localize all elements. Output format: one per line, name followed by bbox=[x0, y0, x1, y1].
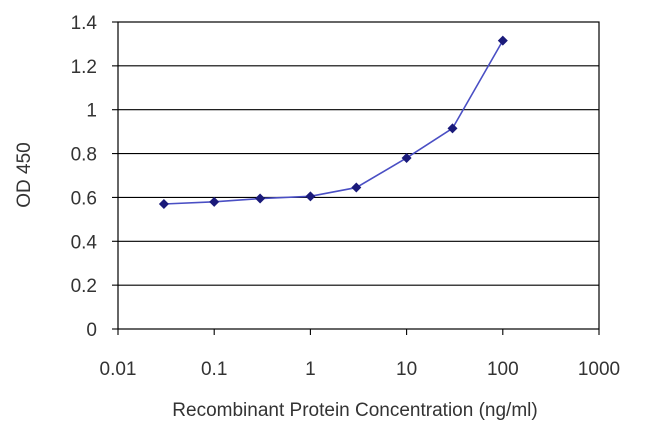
x-axis-title: Recombinant Protein Concentration (ng/ml… bbox=[172, 400, 537, 421]
data-point bbox=[305, 191, 316, 202]
x-tick-label: 100 bbox=[487, 359, 519, 380]
y-tick-label: 0.2 bbox=[71, 276, 97, 297]
data-points bbox=[158, 35, 508, 210]
y-axis-title: OD 450 bbox=[14, 142, 35, 207]
series-line bbox=[163, 40, 504, 205]
data-point bbox=[447, 123, 458, 134]
data-point bbox=[209, 196, 220, 207]
data-point bbox=[158, 199, 169, 210]
x-axis-ticks: 0.01 0.1 1 10 100 1000 bbox=[100, 329, 620, 380]
data-point bbox=[255, 193, 266, 204]
y-tick-label: 1 bbox=[86, 101, 97, 122]
y-tick-label: 0.8 bbox=[71, 145, 97, 166]
x-tick-label: 0.1 bbox=[201, 359, 227, 380]
y-tick-label: 0.6 bbox=[71, 188, 97, 209]
y-tick-label: 0.4 bbox=[71, 232, 98, 253]
data-point bbox=[351, 182, 362, 193]
x-tick-label: 1000 bbox=[578, 359, 620, 380]
x-tick-label: 10 bbox=[396, 359, 417, 380]
y-tick-label: 1.2 bbox=[71, 57, 97, 78]
grid-layer bbox=[118, 65, 599, 286]
plot-frame bbox=[117, 21, 600, 330]
y-axis-ticks: 0 0.2 0.4 0.6 0.8 1 1.2 1.4 bbox=[71, 13, 118, 341]
data-point bbox=[401, 152, 412, 163]
x-tick-label: 0.01 bbox=[100, 359, 137, 380]
data-point bbox=[497, 35, 508, 46]
y-tick-label: 1.4 bbox=[71, 13, 98, 34]
x-tick-label: 1 bbox=[305, 359, 316, 380]
y-tick-label: 0 bbox=[86, 320, 97, 341]
